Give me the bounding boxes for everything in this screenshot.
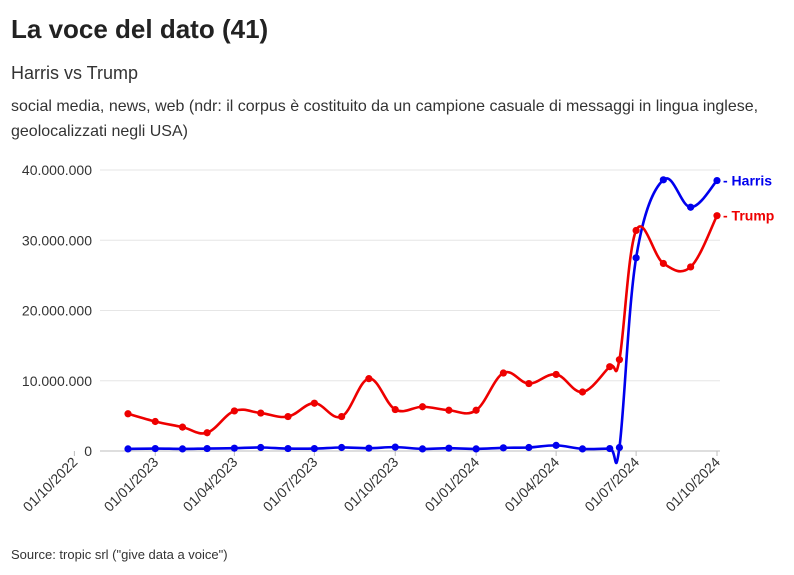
chart-title: La voce del dato (41) (11, 14, 269, 44)
data-point-trump (687, 263, 695, 271)
data-point-harris (578, 445, 587, 453)
data-point-trump (445, 406, 453, 414)
data-point-harris (713, 176, 721, 185)
data-point-harris (552, 441, 560, 449)
data-point-trump (284, 412, 292, 421)
data-point-trump (203, 429, 211, 437)
data-point-harris (338, 443, 346, 452)
x-tick-label: 01/04/2023 (180, 454, 241, 515)
x-tick-label: 01/10/2022 (20, 454, 81, 515)
data-point-trump (713, 212, 721, 220)
data-point-harris (230, 444, 238, 452)
data-point-harris (284, 444, 292, 453)
data-point-harris (151, 444, 159, 453)
chart-subtitle: Harris vs Trump (11, 63, 139, 83)
chart-description: social media, news, web (ndr: il corpus … (11, 98, 759, 140)
series-labels: - Harris - Trump (723, 173, 774, 224)
gridlines (100, 169, 720, 452)
y-tick-label: 20.000.000 (22, 303, 92, 319)
data-point-harris (257, 443, 265, 452)
data-point-harris (418, 445, 427, 453)
source-note: Source: tropic srl ("give data a voice") (11, 547, 228, 562)
data-point-trump (525, 379, 533, 388)
x-tick-label: 01/10/2024 (662, 454, 723, 515)
series-label-harris: - Harris (723, 173, 772, 189)
y-tick-label: 40.000.000 (22, 162, 92, 178)
y-tick-label: 10.000.000 (22, 373, 92, 389)
x-tick-label: 01/04/2024 (501, 454, 562, 515)
data-point-trump (659, 259, 667, 268)
y-axis: 0 10.000.000 20.000.000 30.000.000 40.000.00… (22, 162, 92, 459)
series-line-harris (126, 177, 719, 465)
data-point-harris (203, 444, 211, 453)
data-point-trump (310, 399, 318, 407)
y-tick-label: 30.000.000 (22, 232, 92, 248)
x-tick-label: 01/07/2024 (581, 454, 642, 515)
data-point-trump (338, 412, 346, 421)
data-point-trump (578, 388, 587, 396)
data-point-harris (615, 443, 624, 452)
data-point-harris (445, 444, 453, 452)
data-point-harris (178, 445, 187, 453)
data-point-trump (499, 369, 507, 377)
data-point-harris (124, 445, 132, 453)
data-point-trump (552, 370, 560, 379)
series-lines (126, 177, 719, 465)
x-tick-label: 01/10/2023 (341, 454, 402, 515)
data-point-trump (418, 403, 427, 411)
data-point-trump (230, 407, 238, 415)
data-point-harris (310, 444, 318, 453)
data-point-harris (391, 443, 399, 451)
line-chart: 0 10.000.000 20.000.000 30.000.000 40.000.00… (20, 162, 775, 515)
data-point-trump (632, 226, 640, 235)
data-point-trump (606, 363, 614, 371)
data-point-harris (365, 444, 373, 452)
y-tick-label: 0 (84, 443, 92, 459)
data-point-trump (365, 375, 373, 383)
x-tick-label: 01/07/2023 (260, 454, 321, 515)
series-points (124, 176, 721, 453)
data-point-trump (257, 409, 265, 417)
data-point-harris (632, 254, 640, 262)
x-tick-label: 01/01/2023 (101, 454, 162, 515)
data-point-harris (606, 444, 614, 453)
data-point-trump (151, 417, 159, 426)
data-point-harris (525, 443, 533, 452)
data-point-trump (124, 410, 132, 418)
data-point-trump (391, 405, 399, 414)
data-point-harris (687, 203, 695, 211)
data-point-harris (499, 444, 507, 452)
x-tick-label: 01/01/2024 (421, 454, 482, 515)
data-point-harris (472, 445, 480, 453)
series-label-trump: - Trump (723, 208, 774, 224)
data-point-trump (472, 406, 480, 414)
data-point-harris (659, 176, 667, 184)
data-point-trump (178, 423, 187, 431)
data-point-trump (615, 356, 624, 364)
